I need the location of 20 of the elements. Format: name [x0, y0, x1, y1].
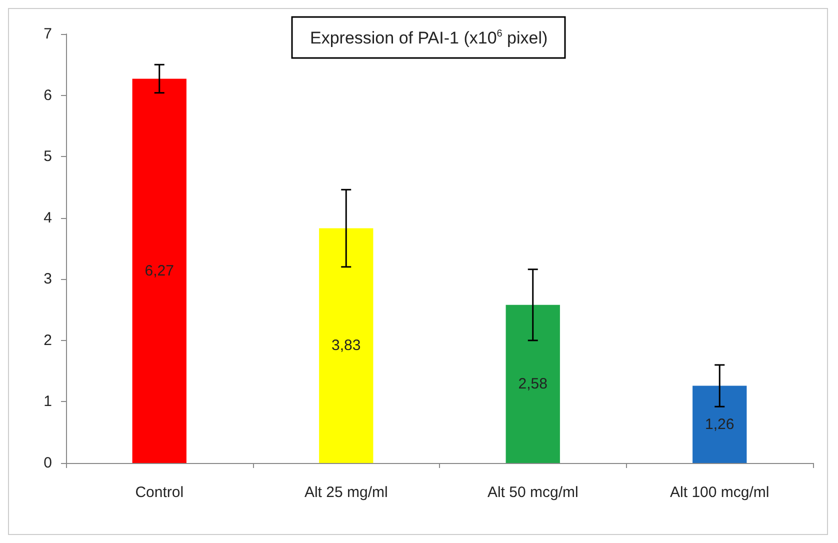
- data-label: 1,26: [705, 416, 734, 433]
- data-label: 6,27: [144, 262, 174, 280]
- x-tick-label: Control: [135, 484, 184, 501]
- bar: [692, 386, 747, 463]
- data-label: 3,83: [332, 337, 361, 354]
- y-tick-label: 1: [44, 393, 52, 410]
- y-tick-label: 5: [44, 148, 52, 166]
- data-label: 2,58: [518, 375, 548, 392]
- x-tick-label: Alt 50 mcg/ml: [487, 484, 578, 501]
- bar: [506, 304, 560, 463]
- y-tick-label: 2: [44, 332, 52, 349]
- x-tick-label: Alt 25 mg/ml: [304, 484, 388, 501]
- y-tick-label: 6: [44, 86, 52, 104]
- y-tick-label: 3: [44, 270, 52, 288]
- bar: [132, 78, 186, 463]
- bar: [319, 228, 374, 463]
- x-tick-label: Alt 100 mcg/ml: [670, 484, 770, 501]
- y-tick-label: 0: [44, 454, 52, 472]
- y-tick-label: 7: [44, 26, 52, 42]
- y-tick-label: 4: [44, 209, 52, 226]
